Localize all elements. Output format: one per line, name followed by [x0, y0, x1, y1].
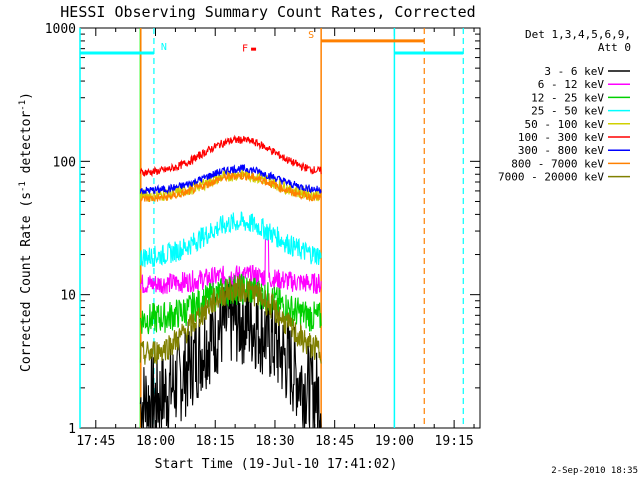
legend-header-1: Det 1,3,4,5,6,9, — [525, 28, 631, 41]
legend-label: 100 - 300 keV — [518, 131, 604, 144]
flag-label: S — [308, 30, 314, 41]
x-tick-label: 18:15 — [196, 434, 235, 449]
legend-label: 25 - 50 keV — [531, 105, 604, 118]
y-axis-label: Corrected Count Rate (s-1 detector-1) — [18, 92, 34, 372]
x-tick-label: 19:00 — [375, 434, 414, 449]
flare-marker — [251, 47, 257, 51]
legend-label: 6 - 12 keV — [538, 78, 605, 91]
series-line-5 — [139, 134, 322, 178]
footer-date: 2-Sep-2010 18:35 — [551, 466, 638, 476]
legend-label: 800 - 7000 keV — [511, 157, 604, 170]
series-line-3 — [139, 211, 322, 268]
y-axis-label-end: ) — [19, 92, 34, 100]
y-axis-label-sup2: -1 — [18, 100, 28, 111]
plot-area: 1 10 100 1000 17:45 18:00 18:15 18:30 18:45 19:00… — [45, 22, 481, 449]
y-tick-label: 100 — [53, 155, 76, 170]
legend-header-2: Att 0 — [598, 41, 631, 54]
x-tick-label: 18:45 — [315, 434, 354, 449]
x-tick-label: 17:45 — [76, 434, 115, 449]
legend-label: 50 - 100 keV — [525, 118, 605, 131]
x-tick-label: 18:00 — [136, 434, 175, 449]
y-axis-label-mid: detector — [19, 111, 34, 182]
legend-label: 12 - 25 keV — [531, 91, 604, 104]
y-tick-label: 1 — [68, 422, 76, 437]
legend-label: 3 - 6 keV — [544, 65, 604, 78]
flag-label: N — [161, 42, 167, 53]
x-axis-label: Start Time (19-Jul-10 17:41:02) — [155, 457, 398, 472]
y-axis-label-main: Corrected Count Rate (s — [19, 192, 34, 372]
y-tick-label: 10 — [60, 289, 76, 304]
series-line-8 — [139, 276, 322, 365]
legend-label: 7000 - 20000 keV — [498, 171, 604, 184]
flare-marker-label: F — [242, 44, 248, 55]
x-tick-label: 19:15 — [435, 434, 474, 449]
series-line-6 — [139, 164, 322, 195]
y-tick-label: 1000 — [45, 22, 76, 37]
chart-title: HESSI Observing Summary Count Rates, Cor… — [60, 3, 475, 21]
legend-label: 300 - 800 keV — [518, 144, 604, 157]
series-line-2 — [139, 273, 322, 335]
series-line-7 — [139, 171, 322, 203]
x-tick-label: 18:30 — [255, 434, 294, 449]
y-axis-label-sup1: -1 — [18, 181, 28, 192]
